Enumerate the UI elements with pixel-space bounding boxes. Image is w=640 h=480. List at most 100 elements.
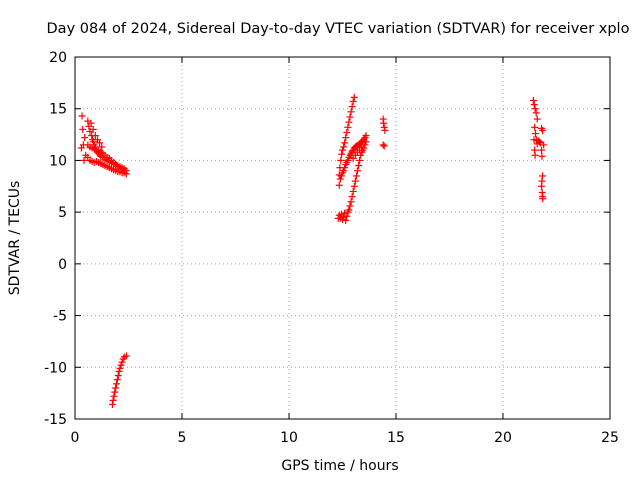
data-point-marker (116, 364, 124, 372)
data-point-marker (379, 141, 387, 149)
data-point-marker (122, 352, 130, 360)
data-point-marker (380, 142, 388, 150)
data-point-marker (349, 97, 357, 105)
data-point-marker (337, 156, 345, 164)
data-point-marker (352, 172, 360, 180)
chart-title: Day 084 of 2024, Sidereal Day-to-day VTE… (47, 21, 630, 37)
gridlines (75, 57, 610, 419)
data-point-marker (530, 136, 538, 144)
data-point-marker (109, 396, 117, 404)
data-point-marker (343, 212, 351, 220)
data-point-marker (344, 156, 352, 164)
data-point-marker (533, 115, 541, 123)
data-point-marker (529, 96, 537, 104)
data-point-marker (112, 384, 120, 392)
y-tick-label: 10 (49, 153, 67, 169)
data-point-marker (110, 392, 118, 400)
data-point-marker (539, 195, 547, 203)
y-tick-label: 5 (58, 205, 67, 221)
y-tick-label: -5 (53, 309, 67, 325)
data-point-marker (79, 125, 87, 133)
data-point-marker (380, 119, 388, 127)
data-point-marker (341, 139, 349, 147)
data-point-marker (531, 123, 539, 131)
data-point-marker (91, 132, 99, 140)
x-tick-label: 10 (280, 430, 298, 446)
y-tick-label: 0 (58, 257, 67, 273)
data-point-marker (531, 105, 539, 113)
data-point-marker (342, 216, 350, 224)
data-point-marker (539, 126, 547, 134)
data-point-marker (80, 156, 88, 164)
data-point-marker (540, 141, 548, 149)
data-point-marker (353, 167, 361, 175)
data-point-marker (111, 388, 119, 396)
data-point-marker (346, 113, 354, 121)
data-point-marker (356, 156, 364, 164)
axis-ticks: 0 5 10 15 20 25 -15 -10 -5 0 5 10 15 20 (44, 50, 619, 446)
x-axis-label: GPS time / hours (281, 458, 398, 474)
data-point-marker (532, 130, 540, 138)
data-point-marker (113, 380, 121, 388)
data-point-marker (344, 123, 352, 131)
data-point-marker (341, 164, 349, 172)
y-tick-label: 20 (49, 50, 67, 66)
y-tick-label: 15 (49, 102, 67, 118)
data-point-marker (530, 101, 538, 109)
data-point-marker (531, 151, 539, 159)
data-point-marker (539, 172, 547, 180)
y-tick-label: -10 (44, 360, 67, 376)
data-point-marker (347, 198, 355, 206)
data-point-marker (339, 146, 346, 154)
x-tick-label: 5 (178, 430, 187, 446)
data-point-marker (345, 118, 353, 126)
data-point-marker (380, 123, 388, 131)
y-axis-label: SDTVAR / TECUs (7, 181, 23, 296)
data-point-marker (118, 358, 126, 366)
data-point-marker (108, 401, 116, 409)
data-point-marker (89, 138, 97, 146)
data-point-marker (538, 146, 546, 154)
data-point-marker (342, 134, 350, 142)
x-tick-label: 25 (601, 430, 619, 446)
data-point-marker (77, 144, 85, 152)
y-tick-label: -15 (44, 412, 67, 428)
data-point-marker (335, 181, 343, 189)
data-point-marker (345, 206, 353, 214)
data-point-marker (358, 143, 366, 151)
x-tick-label: 20 (494, 430, 512, 446)
data-point-marker (87, 119, 95, 127)
data-point-marker (351, 177, 359, 185)
data-point-marker (78, 112, 86, 120)
data-point-marker (362, 138, 370, 146)
data-point-marker (338, 150, 346, 158)
data-point-marker (350, 93, 358, 101)
data-point-marker (347, 108, 355, 116)
data-points (77, 93, 548, 409)
data-point-marker (350, 182, 358, 190)
plot-frame (74, 56, 611, 420)
data-point-marker (349, 187, 357, 195)
data-point-marker (343, 129, 351, 137)
data-point-marker (535, 138, 543, 146)
data-point-marker (362, 132, 370, 140)
data-point-marker (340, 143, 348, 151)
data-point-marker (114, 372, 122, 380)
data-point-marker (336, 175, 344, 183)
data-point-marker (113, 376, 121, 384)
data-point-marker (117, 361, 125, 369)
data-point-marker (115, 367, 123, 375)
x-tick-label: 0 (71, 430, 80, 446)
data-point-marker (538, 182, 546, 190)
x-tick-label: 15 (387, 430, 405, 446)
data-point-marker (81, 134, 89, 142)
data-point-marker (532, 109, 540, 117)
data-point-marker (346, 202, 354, 210)
data-point-marker (89, 125, 97, 133)
data-point-marker (98, 143, 106, 151)
data-point-marker (538, 152, 546, 160)
data-point-marker (348, 193, 356, 201)
data-point-marker (340, 167, 348, 175)
data-point-marker (355, 162, 363, 170)
